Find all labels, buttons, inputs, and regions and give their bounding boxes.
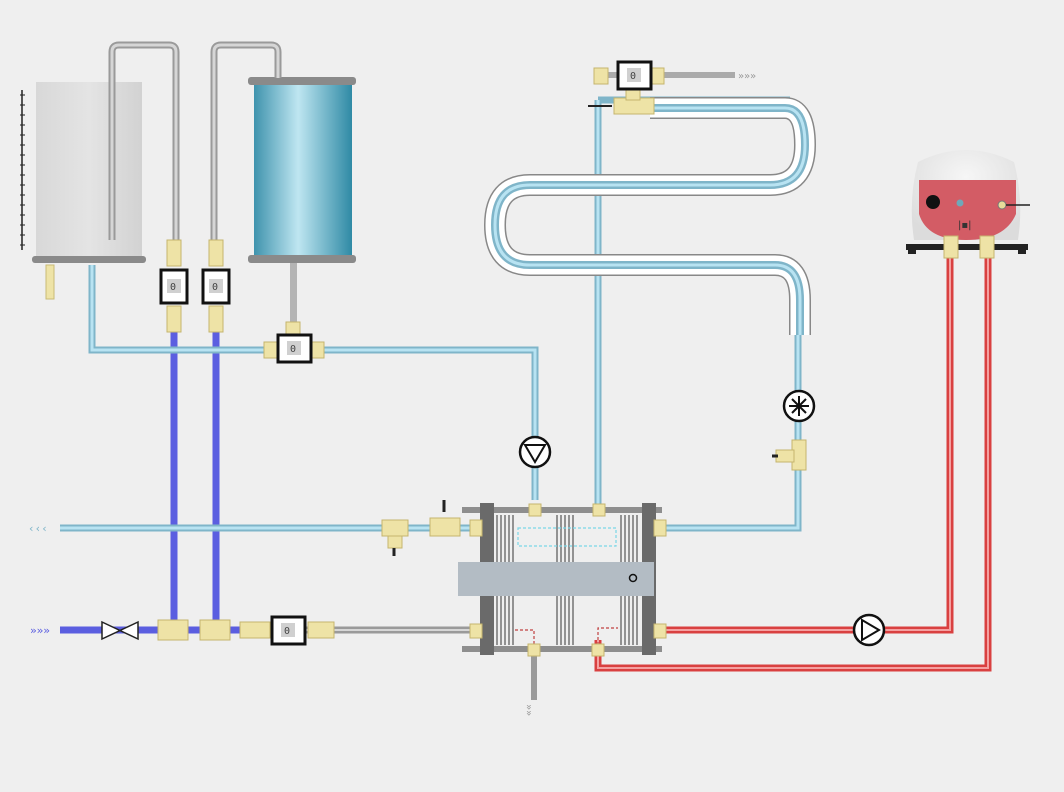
inlet-arrows: ‹‹‹ »»» bbox=[28, 522, 50, 637]
pump-icon[interactable] bbox=[518, 435, 552, 469]
svg-text:0: 0 bbox=[630, 71, 636, 82]
meter-cold-inlet[interactable]: 0 bbox=[270, 615, 307, 646]
fan-icon[interactable] bbox=[782, 389, 816, 423]
svg-text:0: 0 bbox=[212, 282, 218, 293]
svg-text:0: 0 bbox=[290, 344, 296, 355]
svg-text:»»: »» bbox=[523, 704, 534, 716]
meter-hot-return[interactable]: 0 bbox=[201, 268, 231, 305]
meter-solar-return[interactable]: 0 bbox=[616, 60, 653, 91]
valve-icon[interactable] bbox=[101, 620, 139, 641]
expansion-vessel: |▪| bbox=[906, 150, 1030, 254]
storage-tank bbox=[20, 82, 146, 300]
svg-text:‹‹‹: ‹‹‹ bbox=[28, 522, 48, 535]
plate-heat-exchanger bbox=[458, 503, 662, 655]
dark-blue-pipes bbox=[170, 330, 220, 630]
svg-text:0: 0 bbox=[170, 282, 176, 293]
svg-text:|▪|: |▪| bbox=[958, 220, 972, 231]
svg-text:0: 0 bbox=[284, 626, 290, 637]
meter-heating-supply[interactable]: 0 bbox=[276, 333, 313, 364]
svg-text:»»»: »»» bbox=[738, 71, 756, 82]
sensor-stubs bbox=[392, 454, 778, 556]
pump-icon-red-circuit[interactable] bbox=[852, 613, 886, 647]
serpentine-coil bbox=[483, 97, 817, 335]
fittings bbox=[157, 67, 995, 657]
drain-pipe: »» bbox=[523, 650, 537, 716]
meter-cold-return[interactable]: 0 bbox=[159, 268, 189, 305]
svg-text:»»»: »»» bbox=[30, 624, 50, 637]
gray-loops-inner bbox=[110, 43, 280, 240]
expansion-cylinder bbox=[248, 77, 356, 327]
